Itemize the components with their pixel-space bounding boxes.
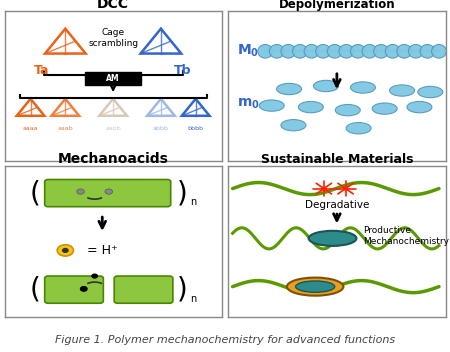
Ellipse shape <box>281 44 296 58</box>
Ellipse shape <box>322 187 326 190</box>
FancyBboxPatch shape <box>45 276 104 303</box>
Ellipse shape <box>362 44 377 58</box>
Ellipse shape <box>314 80 338 92</box>
Ellipse shape <box>372 103 397 114</box>
Ellipse shape <box>409 44 423 58</box>
Text: Productive
Mechanochemistry: Productive Mechanochemistry <box>363 226 449 246</box>
Text: AM: AM <box>106 74 120 83</box>
Text: Ta: Ta <box>34 64 49 77</box>
Text: m$_{\mathbf{0}}$: m$_{\mathbf{0}}$ <box>237 97 260 111</box>
Ellipse shape <box>346 122 371 134</box>
Ellipse shape <box>339 44 354 58</box>
Ellipse shape <box>259 100 284 111</box>
Text: bbbb: bbbb <box>188 126 204 131</box>
Ellipse shape <box>296 281 335 292</box>
Ellipse shape <box>77 189 84 194</box>
Text: Degradative: Degradative <box>305 200 369 210</box>
Text: n: n <box>190 294 197 304</box>
Ellipse shape <box>335 105 360 116</box>
Text: Cage
scrambling: Cage scrambling <box>88 28 138 48</box>
Text: aabb: aabb <box>105 126 121 131</box>
Ellipse shape <box>287 278 343 296</box>
Ellipse shape <box>81 287 87 291</box>
Text: M$_{\mathbf{0}}$: M$_{\mathbf{0}}$ <box>237 43 259 59</box>
Text: (: ( <box>30 276 40 304</box>
Title: Mechanoacids: Mechanoacids <box>58 152 169 166</box>
Ellipse shape <box>258 44 273 58</box>
FancyBboxPatch shape <box>45 180 171 207</box>
Text: Tb: Tb <box>174 64 191 77</box>
Ellipse shape <box>418 86 443 98</box>
Ellipse shape <box>292 44 307 58</box>
Title: Sustainable Materials: Sustainable Materials <box>261 153 413 166</box>
Ellipse shape <box>374 44 388 58</box>
Title: DCC: DCC <box>97 0 129 11</box>
Ellipse shape <box>298 101 323 113</box>
FancyBboxPatch shape <box>85 73 141 85</box>
Text: aaab: aaab <box>58 126 73 131</box>
Ellipse shape <box>105 189 112 194</box>
Ellipse shape <box>270 44 284 58</box>
Ellipse shape <box>57 245 73 256</box>
Ellipse shape <box>316 44 330 58</box>
Text: n: n <box>190 197 197 207</box>
Ellipse shape <box>304 44 319 58</box>
Text: ): ) <box>177 276 188 304</box>
Ellipse shape <box>432 44 446 58</box>
Ellipse shape <box>92 274 97 278</box>
Ellipse shape <box>63 249 68 252</box>
Ellipse shape <box>351 44 365 58</box>
Ellipse shape <box>281 120 306 131</box>
Ellipse shape <box>390 85 414 96</box>
Title: Mechanically-induced
Depolymerization: Mechanically-induced Depolymerization <box>265 0 409 11</box>
Text: aaaa: aaaa <box>23 126 38 131</box>
Text: ): ) <box>177 179 188 207</box>
Text: (: ( <box>30 179 40 207</box>
Text: abbb: abbb <box>153 126 169 131</box>
Ellipse shape <box>277 83 302 95</box>
Ellipse shape <box>327 44 342 58</box>
Text: Figure 1. Polymer mechanochemistry for advanced functions: Figure 1. Polymer mechanochemistry for a… <box>55 335 395 345</box>
Ellipse shape <box>420 44 435 58</box>
Ellipse shape <box>397 44 412 58</box>
Ellipse shape <box>385 44 400 58</box>
Text: = H⁺: = H⁺ <box>87 244 118 257</box>
Ellipse shape <box>309 231 356 246</box>
FancyBboxPatch shape <box>114 276 173 303</box>
Ellipse shape <box>343 187 348 190</box>
Ellipse shape <box>351 82 375 93</box>
Ellipse shape <box>407 101 432 113</box>
